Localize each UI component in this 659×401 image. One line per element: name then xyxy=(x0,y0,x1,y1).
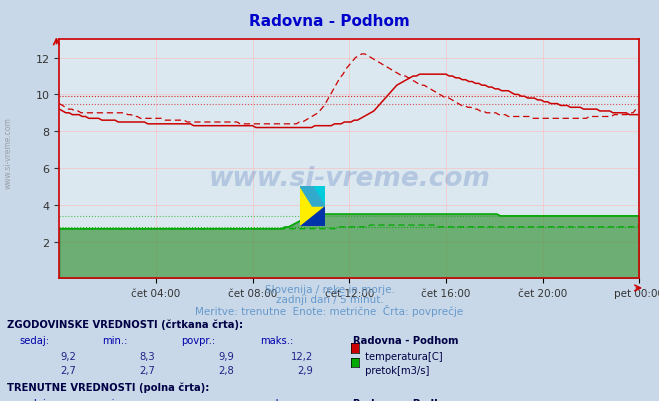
Text: sedaj:: sedaj: xyxy=(20,398,50,401)
Text: pretok[m3/s]: pretok[m3/s] xyxy=(362,365,430,375)
Text: www.si-vreme.com: www.si-vreme.com xyxy=(3,117,13,188)
Text: maks.:: maks.: xyxy=(260,398,293,401)
Polygon shape xyxy=(300,207,325,227)
Polygon shape xyxy=(300,186,325,207)
Text: TRENUTNE VREDNOSTI (polna črta):: TRENUTNE VREDNOSTI (polna črta): xyxy=(7,381,209,392)
Text: 8,3: 8,3 xyxy=(139,351,155,361)
Text: 2,9: 2,9 xyxy=(297,365,313,375)
Text: 2,8: 2,8 xyxy=(218,365,234,375)
Text: maks.:: maks.: xyxy=(260,336,293,346)
Text: Radovna - Podhom: Radovna - Podhom xyxy=(249,14,410,29)
Text: 2,7: 2,7 xyxy=(60,365,76,375)
Text: ZGODOVINSKE VREDNOSTI (črtkana črta):: ZGODOVINSKE VREDNOSTI (črtkana črta): xyxy=(7,319,243,329)
Text: Slovenija / reke in morje.: Slovenija / reke in morje. xyxy=(264,284,395,294)
Text: min.:: min.: xyxy=(102,336,128,346)
Text: povpr.:: povpr.: xyxy=(181,336,215,346)
Text: 9,2: 9,2 xyxy=(60,351,76,361)
Text: min.:: min.: xyxy=(102,398,128,401)
Text: Radovna - Podhom: Radovna - Podhom xyxy=(353,398,458,401)
Text: 12,2: 12,2 xyxy=(291,351,313,361)
Text: 2,7: 2,7 xyxy=(139,365,155,375)
Text: sedaj:: sedaj: xyxy=(20,336,50,346)
Text: Radovna - Podhom: Radovna - Podhom xyxy=(353,336,458,346)
Text: 9,9: 9,9 xyxy=(218,351,234,361)
Text: zadnji dan / 5 minut.: zadnji dan / 5 minut. xyxy=(275,294,384,304)
Text: povpr.:: povpr.: xyxy=(181,398,215,401)
Text: www.si-vreme.com: www.si-vreme.com xyxy=(208,166,490,191)
Polygon shape xyxy=(300,186,325,207)
Text: temperatura[C]: temperatura[C] xyxy=(362,351,443,361)
Text: Meritve: trenutne  Enote: metrične  Črta: povprečje: Meritve: trenutne Enote: metrične Črta: … xyxy=(195,304,464,316)
